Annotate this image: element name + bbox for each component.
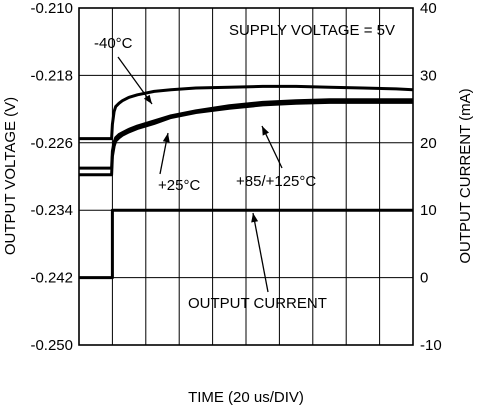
y-axis-label: OUTPUT VOLTAGE (V) xyxy=(2,97,19,255)
series-line-3 xyxy=(79,208,413,280)
y2-tick-label: 0 xyxy=(420,270,428,287)
annotation-plus25c: +25°C xyxy=(158,177,200,194)
annotation-arrows xyxy=(117,56,283,293)
annotation-plus85-125c: +85/+125°C xyxy=(236,173,316,190)
arrow-output-current-shaft xyxy=(252,212,269,293)
arrow-plus85-125c-head xyxy=(262,126,269,136)
x-axis-label: TIME (20 us/DIV) xyxy=(188,389,304,406)
y2-axis-label: OUTPUT CURRENT (mA) xyxy=(457,88,474,263)
y-tick-label: -0.218 xyxy=(30,67,73,84)
y-tick-label: -0.226 xyxy=(30,135,73,152)
y-tick-label: -0.242 xyxy=(30,270,73,287)
arrow-minus40c-shaft xyxy=(117,56,153,105)
y2-tick-label: -10 xyxy=(420,337,442,354)
y2-tick-label: 10 xyxy=(420,202,437,219)
plot-frame xyxy=(78,7,414,346)
series-line-2 xyxy=(79,100,413,177)
series-line-0 xyxy=(79,84,414,141)
y-tick-label: -0.234 xyxy=(30,202,73,219)
series-group xyxy=(79,84,414,280)
annotation-output-current: OUTPUT CURRENT xyxy=(188,295,327,312)
y-tick-label: -0.210 xyxy=(30,0,73,17)
y2-tick-label: 30 xyxy=(420,67,437,84)
arrow-output-current-head xyxy=(251,213,259,223)
arrow-minus40c-head xyxy=(143,94,152,104)
annotation-supply-voltage: SUPPLY VOLTAGE = 5V xyxy=(229,22,395,39)
y-tick-labels: -0.210 -0.218 -0.226 -0.234 -0.242 -0.250 xyxy=(30,0,73,354)
y2-tick-label: 40 xyxy=(420,0,437,17)
y2-tick-label: 20 xyxy=(420,135,437,152)
y2-tick-labels: 40 30 20 10 0 -10 xyxy=(420,0,442,354)
y-tick-label: -0.250 xyxy=(30,337,73,354)
arrow-plus25c-head xyxy=(162,133,170,143)
annotation-minus40c: -40°C xyxy=(94,35,133,52)
